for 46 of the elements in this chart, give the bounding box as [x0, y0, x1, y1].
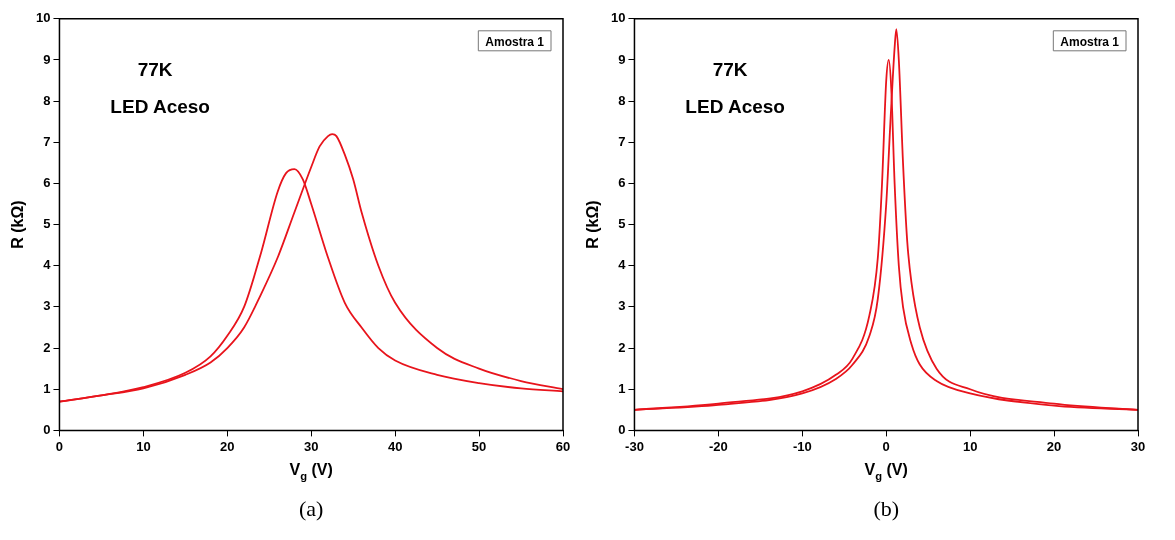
- y-tick-label: 7: [618, 133, 626, 149]
- y-tick-label: 2: [43, 339, 51, 355]
- y-tick-label: 6: [43, 175, 51, 191]
- x-tick-label: 20: [220, 438, 235, 454]
- x-tick-label: 40: [387, 438, 403, 454]
- y-tick-label: 4: [43, 257, 52, 273]
- x-tick-label: -20: [708, 438, 728, 454]
- x-tick-label: 60: [555, 438, 571, 454]
- y-tick-label: 7: [43, 133, 51, 149]
- y-axis-title: R (kΩ): [584, 200, 602, 249]
- y-tick-label: 3: [618, 298, 626, 314]
- x-tick-label: 0: [882, 438, 890, 454]
- y-tick-label: 0: [43, 421, 51, 437]
- x-tick-label: 0: [55, 438, 64, 454]
- x-tick-label: 10: [962, 438, 978, 454]
- y-tick-label: 6: [618, 175, 626, 191]
- y-tick-label: 8: [43, 92, 51, 108]
- x-tick-label: 10: [136, 438, 151, 454]
- y-tick-label: 0: [618, 421, 626, 437]
- x-tick-label: -10: [792, 438, 812, 454]
- annotation: 77K: [137, 59, 173, 81]
- x-tick-label: 50: [471, 438, 487, 454]
- y-tick-label: 1: [43, 380, 51, 396]
- annotation: Amostra 1: [485, 34, 545, 49]
- y-tick-label: 5: [618, 216, 626, 232]
- y-tick-label: 9: [618, 51, 626, 67]
- annotation: Amostra 1: [1060, 34, 1120, 49]
- y-tick-label: 10: [610, 10, 626, 26]
- x-tick-label: 30: [1130, 438, 1146, 454]
- y-axis-title: R (kΩ): [9, 200, 27, 249]
- y-tick-label: 1: [618, 380, 626, 396]
- y-tick-label: 4: [618, 257, 627, 273]
- x-tick-label: 20: [1046, 438, 1062, 454]
- y-tick-label: 5: [43, 216, 51, 232]
- y-tick-label: 2: [618, 339, 626, 355]
- x-tick-label: 30: [304, 438, 319, 454]
- x-tick-label: -30: [625, 438, 644, 454]
- annotation: LED Aceso: [685, 96, 785, 118]
- y-tick-label: 10: [35, 10, 51, 26]
- y-tick-label: 9: [43, 51, 51, 67]
- text: (a): [299, 496, 324, 521]
- y-tick-label: 3: [43, 298, 51, 314]
- annotation: 77K: [712, 59, 748, 81]
- y-tick-label: 8: [618, 92, 626, 108]
- annotation: LED Aceso: [110, 96, 210, 118]
- text: (b): [873, 496, 900, 521]
